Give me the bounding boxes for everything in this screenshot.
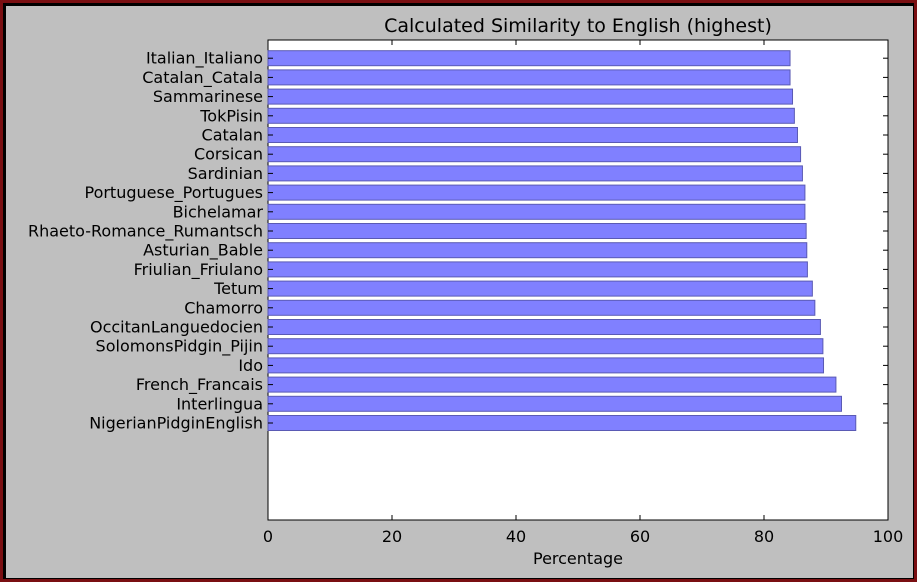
bar [267, 184, 806, 201]
y-tick-label: TokPisin [199, 106, 263, 125]
bar [267, 223, 807, 239]
bar [267, 357, 825, 374]
y-tick-label: Sammarinese [153, 87, 263, 106]
bar [267, 165, 803, 182]
bar [267, 146, 802, 163]
x-tick-label: 60 [630, 527, 650, 546]
y-tick-label: Asturian_Bable [143, 241, 263, 261]
x-axis-label: Percentage [533, 549, 623, 568]
y-tick-label: Catalan [202, 126, 263, 145]
bar [267, 299, 816, 316]
bar [267, 127, 798, 143]
bar [267, 50, 791, 67]
chart-title: Calculated Similarity to English (highes… [384, 15, 772, 37]
bar [267, 203, 806, 220]
y-tick-label: Friulian_Friulano [134, 260, 263, 280]
y-tick-label: Rhaeto-Romance_Rumantsch [28, 222, 263, 242]
y-axis: NigerianPidginEnglishInterlinguaFrench_F… [28, 49, 888, 433]
y-tick-label: Portuguese_Portugues [84, 183, 263, 203]
bar [267, 261, 808, 278]
bar-chart: NigerianPidginEnglishInterlinguaFrench_F… [28, 15, 903, 568]
bar [267, 395, 842, 412]
x-tick-label: 80 [754, 527, 774, 546]
x-tick-label: 0 [263, 527, 273, 546]
y-tick-label: NigerianPidginEnglish [89, 414, 263, 433]
figure-canvas: NigerianPidginEnglish Interlingua French_F… [6, 6, 913, 578]
y-tick-label: Sardinian [188, 164, 263, 183]
x-tick-label: 40 [506, 527, 526, 546]
y-tick-label: French_Francais [136, 375, 263, 395]
y-tick-label: OccitanLanguedocien [90, 318, 263, 337]
bar [267, 242, 808, 259]
y-tick-label: Corsican [194, 145, 263, 164]
y-tick-label: Catalan_Catala [142, 68, 263, 88]
bar [267, 88, 794, 105]
y-tick-label: Chamorro [184, 298, 263, 317]
bar [267, 107, 795, 124]
bar [267, 415, 857, 431]
y-tick-label: Tetum [213, 279, 263, 298]
x-tick-label: 20 [382, 527, 402, 546]
bar [267, 338, 824, 355]
bar [267, 69, 791, 86]
bar [267, 319, 821, 335]
bar [267, 280, 813, 297]
y-tick-label: Interlingua [176, 394, 263, 413]
bar [267, 376, 837, 393]
y-tick-label: Ido [238, 356, 263, 375]
x-axis: 0 20 40 60 80 100 [263, 40, 903, 546]
y-tick-label: Italian_Italiano [146, 49, 263, 69]
y-tick-label: Bichelamar [173, 202, 264, 221]
bars-group [267, 50, 857, 431]
y-tick-label: SolomonsPidgin_Pijin [96, 337, 263, 357]
x-tick-label: 100 [873, 527, 904, 546]
